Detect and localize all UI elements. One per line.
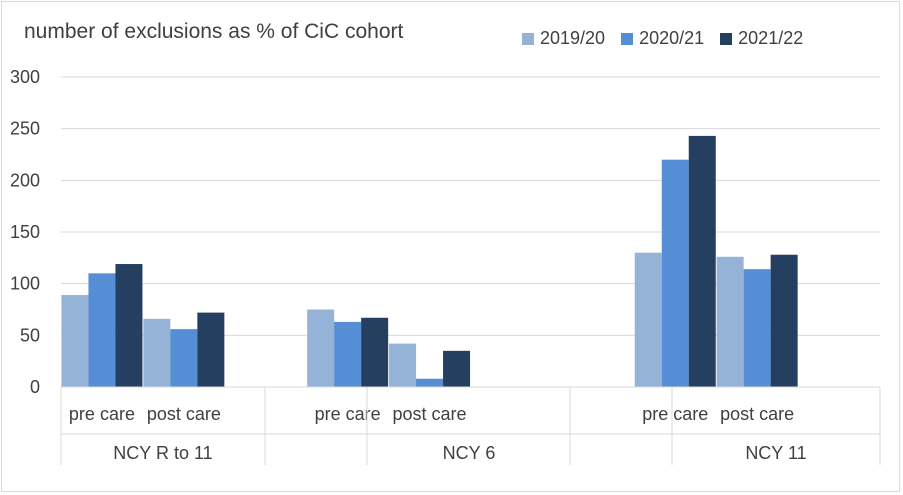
legend-item-2: 2020/21 <box>621 28 704 49</box>
bar-2020-21-0 <box>88 273 116 387</box>
bar-2019-20-4 <box>634 252 662 387</box>
y-tick-label-0: 0 <box>30 377 40 397</box>
bar-2019-20-3 <box>389 343 417 387</box>
legend-item-1: 2019/20 <box>522 28 605 49</box>
bar-2020-21-1 <box>170 329 198 387</box>
legend-label-1: 2019/20 <box>540 28 606 48</box>
legend-swatch-3 <box>720 32 733 45</box>
x-tick-label-5: post care <box>720 404 794 424</box>
x-tick-label-4: pre care <box>642 404 708 424</box>
bar-2020-21-4 <box>661 159 689 387</box>
bar-2019-20-0 <box>61 295 89 387</box>
bar-2020-21-5 <box>743 269 771 387</box>
y-tick-label-150: 150 <box>10 222 40 242</box>
legend-label-3: 2021/22 <box>738 28 804 48</box>
group-label-0: NCY R to 11 <box>113 443 212 463</box>
y-tick-label-300: 300 <box>10 67 40 87</box>
y-tick-label-100: 100 <box>10 274 40 294</box>
bar-2020-21-2 <box>334 321 362 387</box>
bar-2019-20-2 <box>307 309 335 387</box>
bar-2021-22-1 <box>197 312 225 387</box>
bar-2021-22-4 <box>688 135 716 387</box>
legend-swatch-2 <box>621 32 634 45</box>
legend-swatch-1 <box>522 32 534 45</box>
legend-item-3: 2021/22 <box>720 28 803 49</box>
y-tick-label-200: 200 <box>10 170 40 190</box>
y-tick-label-250: 250 <box>10 119 40 139</box>
bar-2019-20-5 <box>716 256 744 387</box>
bar-2021-22-0 <box>115 264 143 387</box>
bar-2021-22-2 <box>361 317 389 387</box>
legend-label-2: 2020/21 <box>639 28 705 48</box>
x-tick-label-0: pre care <box>69 404 135 424</box>
bar-2019-20-1 <box>143 318 171 387</box>
group-label-1: NCY 6 <box>443 443 496 463</box>
x-tick-label-1: post care <box>147 404 221 424</box>
bar-2020-21-3 <box>416 378 444 387</box>
x-tick-label-2: pre care <box>315 404 381 424</box>
x-tick-label-3: post care <box>393 404 467 424</box>
bar-2021-22-5 <box>770 254 798 387</box>
y-tick-label-50: 50 <box>20 325 40 345</box>
chart-legend: 2019/20 2020/21 2021/22 <box>522 28 803 49</box>
group-label-2: NCY 11 <box>745 443 806 463</box>
bar-2021-22-3 <box>443 350 471 387</box>
chart-title: number of exclusions as % of CiC cohort <box>24 20 404 43</box>
